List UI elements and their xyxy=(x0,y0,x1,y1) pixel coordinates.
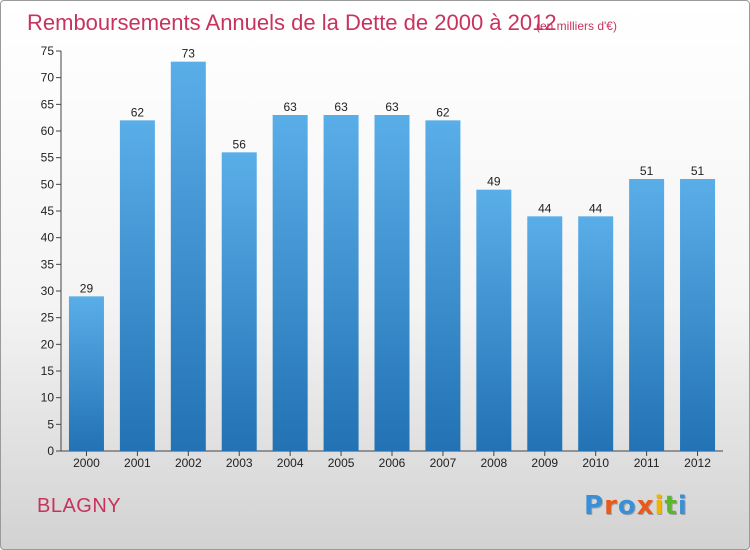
bar-2005 xyxy=(323,115,359,451)
y-tick-label: 65 xyxy=(41,97,55,111)
y-tick-label: 55 xyxy=(41,151,55,165)
bar-2002 xyxy=(170,61,206,452)
data-label-2010: 44 xyxy=(589,201,603,215)
x-tick-label-2000: 2000 xyxy=(73,456,100,470)
y-tick-label: 35 xyxy=(41,257,55,271)
logo-letter: o xyxy=(617,491,637,521)
bar-2003 xyxy=(221,152,257,452)
x-tick-label-2010: 2010 xyxy=(582,456,609,470)
axes: 0 5 10 15 20 25 30 35 40 45 50 55 60 65 70 75 2000 2001 20… xyxy=(41,44,723,470)
proxiti-logo: Proxiti xyxy=(584,491,688,521)
x-tick-label-2009: 2009 xyxy=(531,456,558,470)
x-tick-label-2001: 2001 xyxy=(124,456,151,470)
data-label-2008: 49 xyxy=(487,175,501,189)
data-label-2004: 63 xyxy=(283,100,297,114)
y-tick-label: 70 xyxy=(41,71,55,85)
y-tick-label: 20 xyxy=(41,337,55,351)
data-label-2006: 63 xyxy=(385,100,399,114)
y-tick-label: 15 xyxy=(41,364,55,378)
bar-2010 xyxy=(578,216,614,451)
commune-name: BLAGNY xyxy=(37,495,122,517)
chart-title: Remboursements Annuels de la Dette de 20… xyxy=(27,10,557,35)
logo-letter: x xyxy=(636,491,655,521)
data-label-2005: 63 xyxy=(334,100,348,114)
logo-letter: P xyxy=(584,491,605,521)
y-tick-label: 60 xyxy=(41,124,55,138)
bar-2012 xyxy=(680,179,716,451)
x-tick-label-2012: 2012 xyxy=(684,456,711,470)
y-tick-label: 75 xyxy=(41,44,55,58)
y-tick-label: 45 xyxy=(41,204,55,218)
bar-2001 xyxy=(119,120,155,451)
x-tick-label-2007: 2007 xyxy=(430,456,457,470)
y-tick-label: 30 xyxy=(41,284,55,298)
bar-2000 xyxy=(68,296,104,451)
bar-2011 xyxy=(629,179,665,451)
bar-2006 xyxy=(374,115,410,451)
x-tick-label-2002: 2002 xyxy=(175,456,202,470)
logo-letter: t xyxy=(664,491,678,521)
data-label-2001: 62 xyxy=(131,105,145,119)
x-tick-label-2003: 2003 xyxy=(226,456,253,470)
y-tick-label: 50 xyxy=(41,177,55,191)
y-tick-label: 0 xyxy=(47,444,54,458)
data-label-2002: 73 xyxy=(182,47,196,61)
data-label-2000: 29 xyxy=(80,281,94,295)
x-tick-label-2006: 2006 xyxy=(379,456,406,470)
bar-2009 xyxy=(527,216,563,451)
x-tick-label-2008: 2008 xyxy=(480,456,507,470)
x-tick-label-2011: 2011 xyxy=(634,456,660,470)
x-tick-label-2004: 2004 xyxy=(277,456,304,470)
y-tick-label: 40 xyxy=(41,231,55,245)
data-label-2007: 62 xyxy=(436,105,450,119)
data-label-2003: 56 xyxy=(233,137,247,151)
data-label-2011: 51 xyxy=(640,164,654,178)
bar-2007 xyxy=(425,120,461,451)
data-label-2012: 51 xyxy=(691,164,705,178)
logo-letter: i xyxy=(654,491,665,521)
logo-letter: i xyxy=(677,491,688,521)
bars xyxy=(68,61,716,452)
data-labels: 29 62 73 56 63 63 63 62 49 44 44 51 51 xyxy=(80,47,705,296)
y-tick-label: 5 xyxy=(47,417,54,431)
y-tick-label: 10 xyxy=(41,391,55,405)
data-label-2009: 44 xyxy=(538,201,552,215)
bar-2008 xyxy=(476,189,512,451)
logo-letter: r xyxy=(604,491,618,521)
y-tick-label: 25 xyxy=(41,311,55,325)
bar-2004 xyxy=(272,115,308,451)
chart-unit: (en milliers d'€) xyxy=(536,19,617,33)
x-tick-label-2005: 2005 xyxy=(328,456,355,470)
